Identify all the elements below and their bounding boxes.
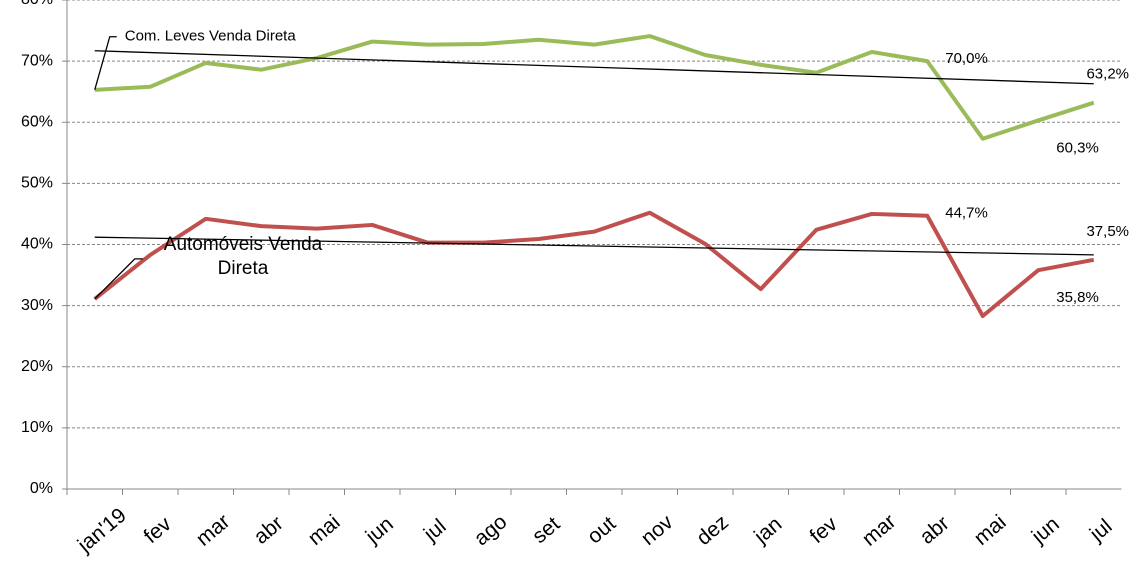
y-tick-label: 10% bbox=[21, 419, 53, 436]
y-tick-label: 70% bbox=[21, 52, 53, 69]
leader-line bbox=[94, 258, 143, 300]
x-tick-label: dez bbox=[692, 511, 733, 550]
x-tick-label: nov bbox=[637, 510, 678, 550]
y-tick-label: 20% bbox=[21, 358, 53, 375]
x-tick-label: mar bbox=[858, 510, 900, 551]
x-tick-label: mai bbox=[304, 511, 345, 550]
series-name: Com. Leves Venda Direta bbox=[125, 28, 297, 45]
x-tick-label: fev bbox=[806, 512, 843, 548]
data-label: 63,2% bbox=[1086, 66, 1129, 83]
x-tick-label: jul bbox=[1085, 515, 1117, 547]
x-tick-label: jan bbox=[749, 512, 786, 548]
series-line bbox=[93, 210, 1095, 319]
x-tick-label: jun bbox=[361, 512, 398, 548]
x-tick-label: abr bbox=[250, 512, 288, 549]
x-tick-label: ago bbox=[470, 510, 512, 550]
data-label: 60,3% bbox=[1056, 139, 1099, 156]
x-tick-label: out bbox=[583, 512, 620, 548]
y-tick-label: 0% bbox=[30, 480, 53, 497]
x-tick-label: mai bbox=[970, 511, 1011, 550]
data-label: 70,0% bbox=[945, 50, 988, 67]
x-tick-label: set bbox=[528, 512, 564, 548]
y-tick-label: 60% bbox=[21, 113, 53, 130]
data-label: 37,5% bbox=[1086, 223, 1129, 240]
leader-line bbox=[94, 36, 117, 91]
trend-line bbox=[94, 236, 1094, 256]
x-tick-label: jun bbox=[1027, 512, 1064, 548]
x-tick-label: mar bbox=[192, 510, 234, 551]
x-tick-label: fev bbox=[140, 512, 177, 548]
data-label: 35,8% bbox=[1056, 289, 1099, 306]
trend-line bbox=[94, 50, 1094, 85]
y-tick-label: 40% bbox=[21, 236, 53, 253]
x-tick-label: jan'19 bbox=[73, 504, 131, 558]
y-tick-label: 50% bbox=[21, 175, 53, 192]
x-tick-label: jul bbox=[419, 515, 451, 547]
y-tick-label: 30% bbox=[21, 297, 53, 314]
data-label: 44,7% bbox=[945, 205, 988, 222]
series-line bbox=[94, 34, 1095, 141]
x-tick-label: abr bbox=[916, 512, 954, 549]
y-tick-label: 80% bbox=[21, 0, 53, 8]
series-name: Automóveis Venda Direta bbox=[163, 234, 323, 279]
